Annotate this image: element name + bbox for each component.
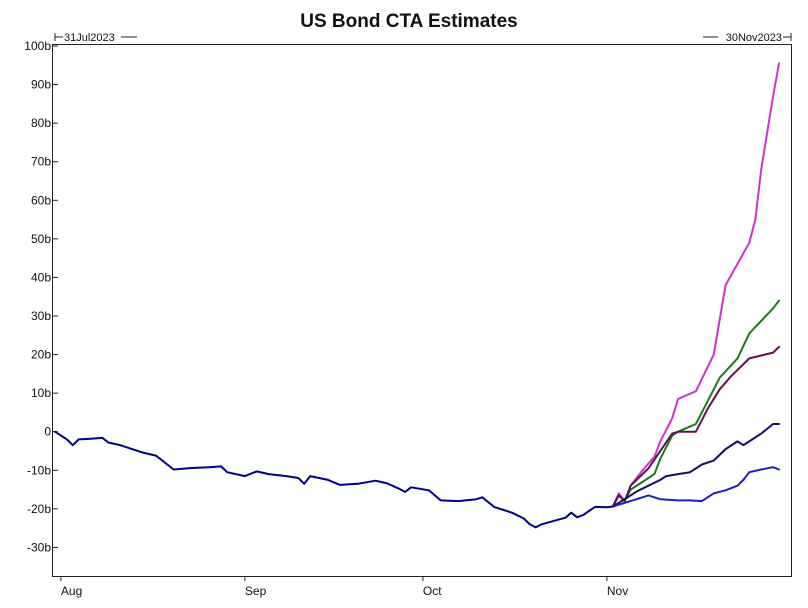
- series-line-4: [611, 423, 780, 508]
- y-tick-label: 90b: [31, 78, 51, 92]
- range-start-label: 31Jul2023: [64, 32, 115, 44]
- plot-lines: [54, 62, 780, 529]
- range-end-label: 30Nov2023: [726, 32, 782, 44]
- y-tick-label: -30b: [27, 540, 51, 554]
- x-tick-label: Sep: [245, 584, 267, 598]
- y-axis: 100b 90b 80b 70b 60b 50b 40b 30b 20b 10b 0 -10b -20b…: [24, 39, 58, 554]
- chart-title: US Bond CTA Estimates: [300, 11, 517, 32]
- range-end-marker: 30Nov2023: [703, 32, 792, 44]
- base-series-line: [54, 430, 614, 529]
- range-start-marker: 31Jul2023: [54, 32, 137, 44]
- y-tick-label: -10b: [27, 463, 51, 477]
- x-tick-label: Oct: [423, 584, 442, 598]
- x-axis: Aug Sep Oct Nov: [60, 576, 628, 598]
- x-tick-label: Aug: [61, 584, 82, 598]
- y-tick-label: 30b: [31, 309, 51, 323]
- y-tick-label: -20b: [27, 502, 51, 516]
- y-tick-label: 100b: [24, 39, 51, 53]
- y-tick-label: 20b: [31, 348, 51, 362]
- y-tick-label: 50b: [31, 232, 51, 246]
- y-tick-label: 60b: [31, 193, 51, 207]
- y-tick-label: 10b: [31, 386, 51, 400]
- y-tick-label: 70b: [31, 155, 51, 169]
- plot-frame: [52, 44, 792, 577]
- series-line-3: [611, 345, 780, 508]
- x-tick-label: Nov: [607, 584, 628, 598]
- y-tick-label: 40b: [31, 270, 51, 284]
- series-line-5: [611, 466, 780, 508]
- y-tick-label: 80b: [31, 116, 51, 130]
- y-tick-label: 0: [44, 425, 51, 439]
- series-line-1: [611, 62, 780, 508]
